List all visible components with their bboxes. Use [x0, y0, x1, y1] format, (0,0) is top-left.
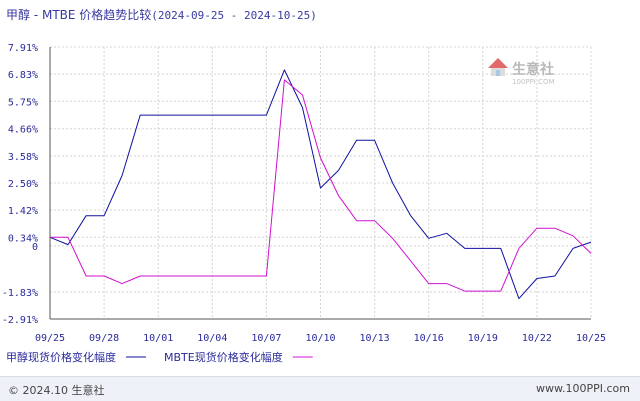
watermark-logo-door — [496, 70, 500, 76]
footer-copyright: © 2024.10 生意社 — [8, 384, 105, 397]
x-tick-label: 10/04 — [197, 333, 227, 344]
x-tick-label: 10/16 — [414, 333, 444, 344]
y-tick-label: 4.66% — [8, 125, 38, 136]
x-tick-label: 10/01 — [143, 333, 173, 344]
chart-title-range: (2024-09-25 - 2024-10-25) — [151, 9, 317, 22]
y-tick-label: 0 — [32, 242, 38, 253]
legend-label-1: 甲醇现货价格变化幅度 — [6, 350, 116, 364]
x-tick-label: 10/19 — [468, 333, 498, 344]
chart-title: 甲醇 - MTBE 价格趋势比较(2024-09-25 - 2024-10-25… — [6, 6, 317, 23]
y-tick-label: 2.50% — [8, 179, 38, 190]
line-chart: 7.91% 6.83% 5.75% 4.66% 3.58% 2.50% 1.42% 0.34%… — [2, 43, 606, 364]
x-tick-label: 09/28 — [89, 333, 119, 344]
watermark-logo-roof — [488, 58, 508, 68]
footer-bar: © 2024.10 生意社 www.100PPI.com — [0, 376, 640, 401]
chart-title-main: 甲醇 - MTBE 价格趋势比较 — [6, 8, 152, 22]
y-tick-label: 5.75% — [8, 97, 38, 108]
legend-label-2: MBTE现货价格变化幅度 — [164, 350, 283, 364]
watermark-text: 生意社 — [512, 61, 554, 78]
series-line-1 — [49, 69, 592, 300]
y-tick-label: -1.83% — [2, 288, 38, 299]
x-tick-label: 10/13 — [360, 333, 390, 344]
x-tick-label: 10/10 — [305, 333, 335, 344]
watermark-subtext: 100PPI.COM — [512, 78, 555, 86]
y-tick-label: 0.34% — [8, 233, 38, 244]
y-tick-label: 3.58% — [8, 152, 38, 163]
y-tick-label: -2.91% — [2, 315, 38, 326]
y-tick-label: 1.42% — [8, 206, 38, 217]
x-tick-label: 09/25 — [35, 333, 65, 344]
y-tick-label: 6.83% — [8, 70, 38, 81]
x-tick-label: 10/25 — [576, 333, 606, 344]
series-line-2 — [50, 79, 592, 292]
x-tick-label: 10/22 — [522, 333, 552, 344]
x-tick-label: 10/07 — [251, 333, 281, 344]
y-tick-label: 7.91% — [8, 43, 38, 54]
footer-website: www.100PPI.com — [536, 382, 630, 395]
